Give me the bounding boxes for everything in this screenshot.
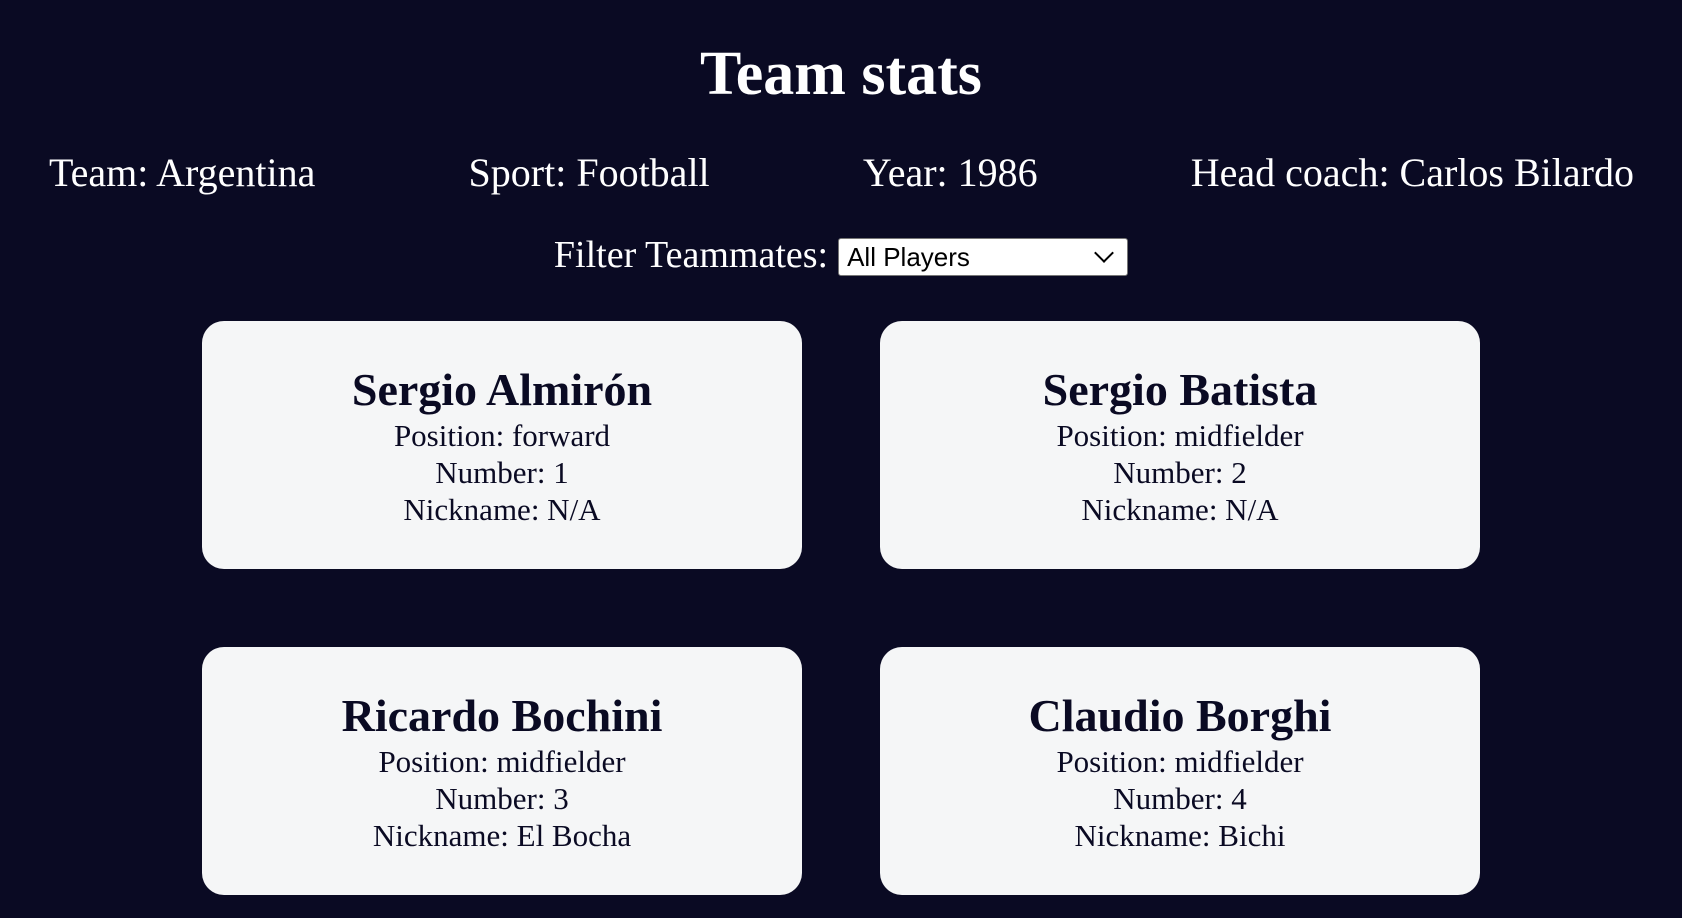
player-name: Sergio Batista — [1042, 364, 1318, 415]
player-card: Claudio Borghi Position: midfielder Numb… — [880, 647, 1480, 895]
team-info: Team: Argentina Sport: Football Year: 19… — [0, 148, 1682, 198]
player-name: Sergio Almirón — [351, 364, 653, 415]
player-nickname: Nickname: N/A — [1081, 492, 1279, 527]
player-number: Number: 1 — [435, 455, 569, 490]
player-name: Claudio Borghi — [1028, 690, 1332, 741]
filter-row: Filter Teammates: All Players — [0, 232, 1682, 278]
player-position: Position: midfielder — [378, 744, 626, 779]
head-coach: Head coach: Carlos Bilardo — [1190, 150, 1634, 195]
player-name: Ricardo Bochini — [341, 690, 663, 741]
player-nickname: Nickname: N/A — [403, 492, 601, 527]
team-name: Team: Argentina — [49, 150, 316, 195]
chevron-down-icon — [1094, 243, 1114, 263]
player-card: Sergio Batista Position: midfielder Numb… — [880, 321, 1480, 569]
player-card: Ricardo Bochini Position: midfielder Num… — [202, 647, 802, 895]
filter-selected-value: All Players — [847, 242, 970, 272]
player-cards: Sergio Almirón Position: forward Number:… — [202, 321, 1480, 895]
player-nickname: Nickname: Bichi — [1074, 818, 1286, 853]
filter-teammates-select[interactable]: All Players — [838, 238, 1129, 276]
player-nickname: Nickname: El Bocha — [372, 818, 632, 853]
player-position: Position: midfielder — [1056, 744, 1304, 779]
player-number: Number: 3 — [435, 781, 569, 816]
page-title: Team stats — [700, 40, 982, 108]
player-position: Position: midfielder — [1056, 418, 1304, 453]
player-card: Sergio Almirón Position: forward Number:… — [202, 321, 802, 569]
player-number: Number: 4 — [1113, 781, 1247, 816]
team-year: Year: 1986 — [862, 150, 1038, 195]
player-number: Number: 2 — [1113, 455, 1247, 490]
team-sport: Sport: Football — [468, 150, 710, 195]
filter-label: Filter Teammates: — [553, 234, 829, 276]
player-position: Position: forward — [393, 418, 611, 453]
